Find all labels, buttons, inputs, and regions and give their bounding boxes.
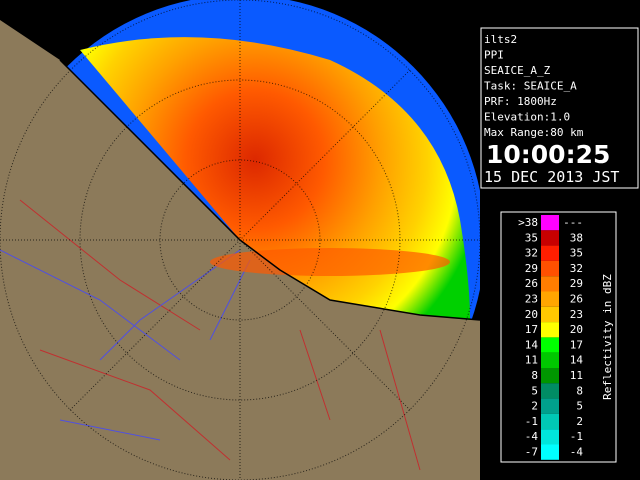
legend-low: 8 — [531, 369, 538, 382]
legend-swatch — [541, 368, 559, 384]
info-panel — [480, 27, 639, 189]
legend-high: 32 — [570, 262, 583, 275]
legend-low: 5 — [531, 384, 538, 397]
legend-low: >38 — [518, 216, 538, 229]
legend-high: -4 — [570, 446, 584, 459]
legend-high: 20 — [570, 323, 583, 336]
legend-low: 29 — [525, 262, 538, 275]
legend-high: 2 — [576, 415, 583, 428]
legend-swatch — [541, 444, 559, 460]
legend-swatch — [541, 306, 559, 323]
legend-title: Reflectivity in dBZ — [601, 274, 614, 400]
legend-high: 29 — [570, 277, 583, 290]
legend-low: 23 — [525, 293, 538, 306]
time: 10:00:25 — [486, 140, 610, 169]
legend-high: 26 — [570, 293, 583, 306]
info-line: Task: SEAICE_A — [484, 80, 577, 93]
legend-swatch — [541, 215, 559, 231]
legend-swatch — [541, 291, 559, 307]
info-line: SEAICE_A_Z — [484, 64, 551, 77]
info-line: ilts2 — [484, 33, 517, 46]
legend-high: 38 — [570, 231, 583, 244]
legend-high: 17 — [570, 338, 583, 351]
legend-low: 26 — [525, 277, 538, 290]
legend-high: 23 — [570, 308, 583, 321]
legend-high: 5 — [576, 400, 583, 413]
legend-swatch — [541, 429, 559, 445]
legend-swatch — [541, 352, 559, 368]
info-line: PRF: 1800Hz — [484, 95, 557, 108]
legend-high: 35 — [570, 247, 583, 260]
legend-low: 17 — [525, 323, 538, 336]
legend-high: 8 — [576, 384, 583, 397]
legend-swatch — [541, 230, 559, 246]
coastline — [59, 59, 480, 321]
legend-low: -1 — [525, 415, 538, 428]
legend-swatch — [541, 245, 559, 261]
legend-swatch — [541, 322, 559, 338]
legend-low: -7 — [525, 446, 538, 459]
legend-low: 20 — [525, 308, 538, 321]
legend-low: 11 — [525, 354, 538, 367]
legend-high: -1 — [570, 430, 583, 443]
legend-low: 35 — [525, 231, 538, 244]
legend-high: --- — [563, 216, 583, 229]
legend-low: 14 — [525, 338, 539, 351]
legend-low: 32 — [525, 247, 538, 260]
legend-high: 14 — [570, 354, 584, 367]
legend-swatch — [541, 383, 559, 399]
info-line: Max Range:80 km — [484, 126, 584, 139]
info-line: PPI — [484, 49, 504, 62]
legend-high: 11 — [570, 369, 583, 382]
info-line: Elevation:1.0 — [484, 111, 570, 124]
legend-swatch — [541, 260, 559, 277]
date: 15 DEC 2013 JST — [484, 168, 619, 186]
legend-low: 2 — [531, 400, 538, 413]
legend-low: -4 — [525, 430, 539, 443]
legend-swatch — [541, 413, 559, 430]
legend-swatch — [541, 398, 559, 414]
map — [0, 0, 480, 480]
legend-swatch — [541, 276, 559, 292]
legend-swatch — [541, 337, 559, 353]
